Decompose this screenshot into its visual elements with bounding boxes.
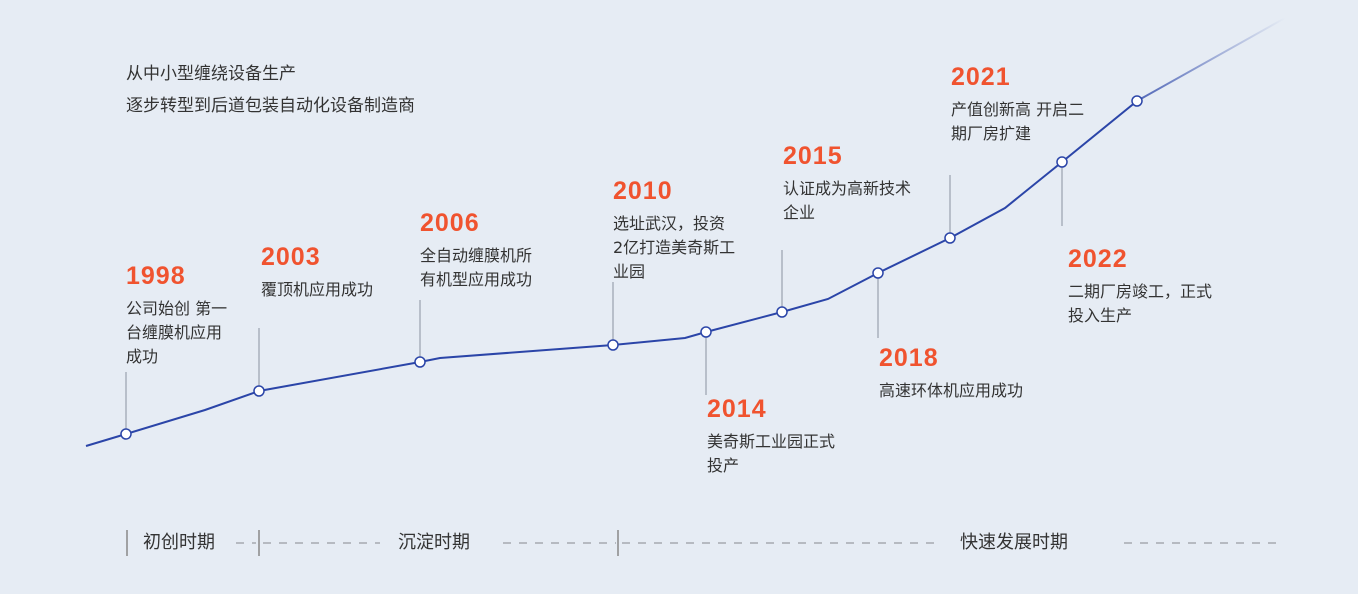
- event-1998: 1998 公司始创 第一 台缠膜机应用 成功: [126, 261, 227, 369]
- event-year: 2018: [879, 344, 939, 372]
- event-year: 2014: [707, 395, 767, 423]
- intro-line-1: 从中小型缠绕设备生产: [126, 64, 296, 84]
- event-description: 产值创新高 开启二 期厂房扩建: [951, 100, 1085, 143]
- event-year: 2021: [951, 63, 1011, 91]
- event-2003: 2003 覆顶机应用成功: [261, 242, 373, 302]
- event-2015: 2015 认证成为高新技术 企业: [783, 141, 911, 225]
- period-rapid-growth: 快速发展时期: [960, 532, 1068, 553]
- period-founding: 初创时期: [143, 532, 215, 553]
- event-description: 全自动缠膜机所 有机型应用成功: [420, 246, 533, 289]
- growth-line-fade: [1136, 17, 1286, 102]
- event-year: 2006: [420, 209, 480, 237]
- event-2022: 2022 二期厂房竣工，正式 投入生产: [1068, 244, 1212, 328]
- node-end: [1131, 95, 1143, 107]
- node-2006: [414, 356, 426, 368]
- node-2014: [700, 326, 712, 338]
- stems: [125, 162, 1063, 434]
- event-year: 2010: [613, 177, 673, 205]
- event-year: 2022: [1068, 245, 1128, 273]
- intro-text: 从中小型缠绕设备生产 逐步转型到后道包装自动化设备制造商: [126, 58, 415, 122]
- event-2006: 2006 全自动缠膜机所 有机型应用成功: [420, 208, 532, 292]
- event-description: 认证成为高新技术 企业: [783, 179, 912, 222]
- period-accumulation: 沉淀时期: [398, 532, 470, 553]
- event-description: 覆顶机应用成功: [261, 280, 374, 299]
- node-2018: [872, 267, 884, 279]
- event-year: 2015: [783, 142, 843, 170]
- event-description: 美奇斯工业园正式 投产: [707, 432, 836, 475]
- event-description: 选址武汉，投资 2亿打造美奇斯工 业园: [613, 214, 736, 281]
- event-2018: 2018 高速环体机应用成功: [879, 343, 1023, 403]
- event-description: 公司始创 第一 台缠膜机应用 成功: [126, 299, 228, 366]
- node-2003: [253, 385, 265, 397]
- node-2010: [607, 339, 619, 351]
- event-description: 二期厂房竣工，正式 投入生产: [1068, 282, 1213, 325]
- node-1998: [120, 428, 132, 440]
- event-2010: 2010 选址武汉，投资 2亿打造美奇斯工 业园: [613, 176, 735, 284]
- growth-line: [85, 100, 1138, 447]
- event-description: 高速环体机应用成功: [879, 381, 1024, 400]
- event-2021: 2021 产值创新高 开启二 期厂房扩建: [951, 62, 1084, 146]
- intro-line-2: 逐步转型到后道包装自动化设备制造商: [126, 96, 415, 116]
- period-bar: [126, 530, 1280, 556]
- event-year: 1998: [126, 262, 186, 290]
- event-year: 2003: [261, 243, 321, 271]
- node-2021: [944, 232, 956, 244]
- event-2014: 2014 美奇斯工业园正式 投产: [707, 394, 835, 478]
- node-2022: [1056, 156, 1068, 168]
- node-2015: [776, 306, 788, 318]
